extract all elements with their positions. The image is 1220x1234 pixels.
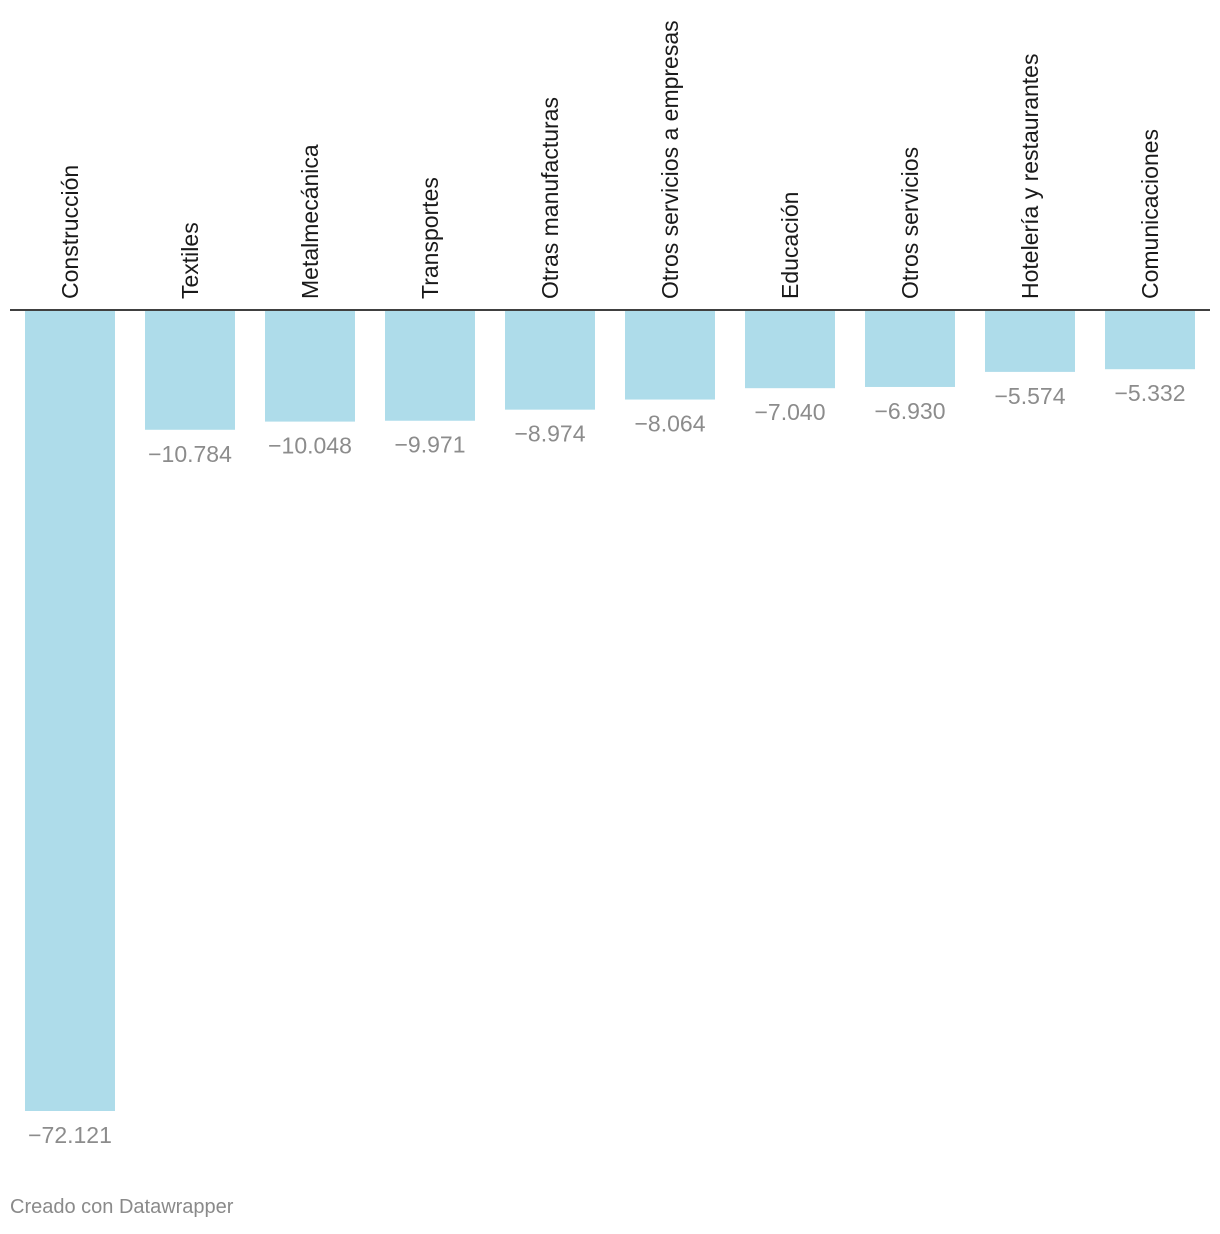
category-label: Otras manufacturas bbox=[537, 97, 563, 299]
value-label: −9.971 bbox=[395, 432, 466, 458]
category-label: Otros servicios bbox=[897, 147, 923, 299]
bar[interactable] bbox=[505, 311, 595, 410]
bar[interactable] bbox=[25, 311, 115, 1111]
bars-group bbox=[25, 311, 1195, 1111]
value-label: −6.930 bbox=[875, 398, 946, 424]
category-label: Otros servicios a empresas bbox=[657, 20, 683, 299]
bar[interactable] bbox=[1105, 311, 1195, 370]
value-label: −5.574 bbox=[995, 383, 1066, 409]
bar[interactable] bbox=[625, 311, 715, 400]
datawrapper-credit[interactable]: Creado con Datawrapper bbox=[10, 1196, 234, 1218]
bar-chart: −72.121 −10.784 −10.048 −9.971 −8.974 −8.064 −… bbox=[10, 20, 1210, 1148]
value-label: −8.974 bbox=[515, 421, 586, 447]
value-label: −5.332 bbox=[1115, 380, 1186, 406]
category-labels-group: Construcción Textiles Metalmecánica Transpo… bbox=[57, 20, 1163, 299]
category-label: Transportes bbox=[417, 177, 443, 299]
category-label: Metalmecánica bbox=[297, 144, 323, 299]
value-label: −72.121 bbox=[28, 1122, 112, 1148]
category-label: Comunicaciones bbox=[1137, 129, 1163, 299]
bar[interactable] bbox=[745, 311, 835, 389]
bar[interactable] bbox=[865, 311, 955, 387]
value-label: −10.784 bbox=[148, 441, 232, 467]
category-label: Textiles bbox=[177, 222, 203, 299]
bar[interactable] bbox=[985, 311, 1075, 372]
category-label: Construcción bbox=[57, 165, 83, 299]
value-label: −10.048 bbox=[268, 433, 352, 459]
bar[interactable] bbox=[265, 311, 355, 422]
category-label: Educación bbox=[777, 192, 803, 299]
value-label: −8.064 bbox=[635, 411, 706, 437]
category-label: Hotelería y restaurantes bbox=[1017, 54, 1043, 299]
bar[interactable] bbox=[385, 311, 475, 421]
value-labels-group: −72.121 −10.784 −10.048 −9.971 −8.974 −8.064 −… bbox=[28, 380, 1185, 1148]
bar[interactable] bbox=[145, 311, 235, 430]
value-label: −7.040 bbox=[755, 399, 826, 425]
